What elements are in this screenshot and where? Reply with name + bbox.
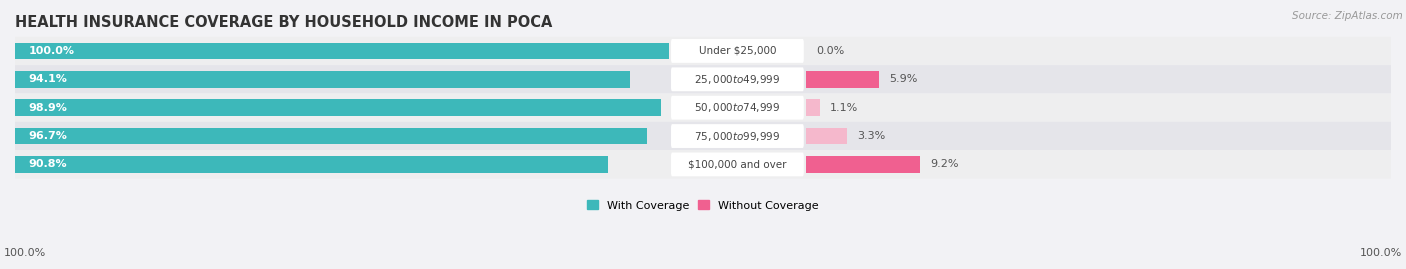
FancyBboxPatch shape — [15, 150, 1391, 179]
FancyBboxPatch shape — [671, 39, 804, 63]
Text: $75,000 to $99,999: $75,000 to $99,999 — [695, 130, 780, 143]
Text: $100,000 and over: $100,000 and over — [688, 160, 786, 169]
Text: 5.9%: 5.9% — [890, 74, 918, 84]
Text: 100.0%: 100.0% — [4, 248, 46, 258]
Bar — [15, 156, 609, 173]
FancyBboxPatch shape — [671, 124, 804, 148]
Text: 0.0%: 0.0% — [817, 46, 845, 56]
Text: 9.2%: 9.2% — [931, 160, 959, 169]
FancyBboxPatch shape — [671, 68, 804, 91]
FancyBboxPatch shape — [15, 37, 1391, 65]
Text: 96.7%: 96.7% — [28, 131, 67, 141]
Text: 98.9%: 98.9% — [28, 103, 67, 113]
FancyBboxPatch shape — [671, 153, 804, 176]
Legend: With Coverage, Without Coverage: With Coverage, Without Coverage — [582, 196, 824, 215]
FancyBboxPatch shape — [671, 96, 804, 120]
Bar — [806, 71, 879, 87]
Text: $25,000 to $49,999: $25,000 to $49,999 — [695, 73, 780, 86]
Bar — [806, 156, 920, 173]
Text: 90.8%: 90.8% — [28, 160, 67, 169]
Bar — [15, 100, 661, 116]
FancyBboxPatch shape — [15, 122, 1391, 150]
Text: HEALTH INSURANCE COVERAGE BY HOUSEHOLD INCOME IN POCA: HEALTH INSURANCE COVERAGE BY HOUSEHOLD I… — [15, 15, 553, 30]
Text: Source: ZipAtlas.com: Source: ZipAtlas.com — [1292, 11, 1403, 21]
FancyBboxPatch shape — [15, 65, 1391, 94]
Bar — [806, 100, 820, 116]
Text: 100.0%: 100.0% — [28, 46, 75, 56]
Bar — [15, 43, 669, 59]
Text: 3.3%: 3.3% — [858, 131, 886, 141]
Text: $50,000 to $74,999: $50,000 to $74,999 — [695, 101, 780, 114]
Bar — [15, 71, 630, 87]
Bar — [15, 128, 647, 144]
Bar — [806, 128, 846, 144]
Text: Under $25,000: Under $25,000 — [699, 46, 776, 56]
Text: 1.1%: 1.1% — [830, 103, 859, 113]
FancyBboxPatch shape — [15, 94, 1391, 122]
Text: 94.1%: 94.1% — [28, 74, 67, 84]
Text: 100.0%: 100.0% — [1360, 248, 1402, 258]
